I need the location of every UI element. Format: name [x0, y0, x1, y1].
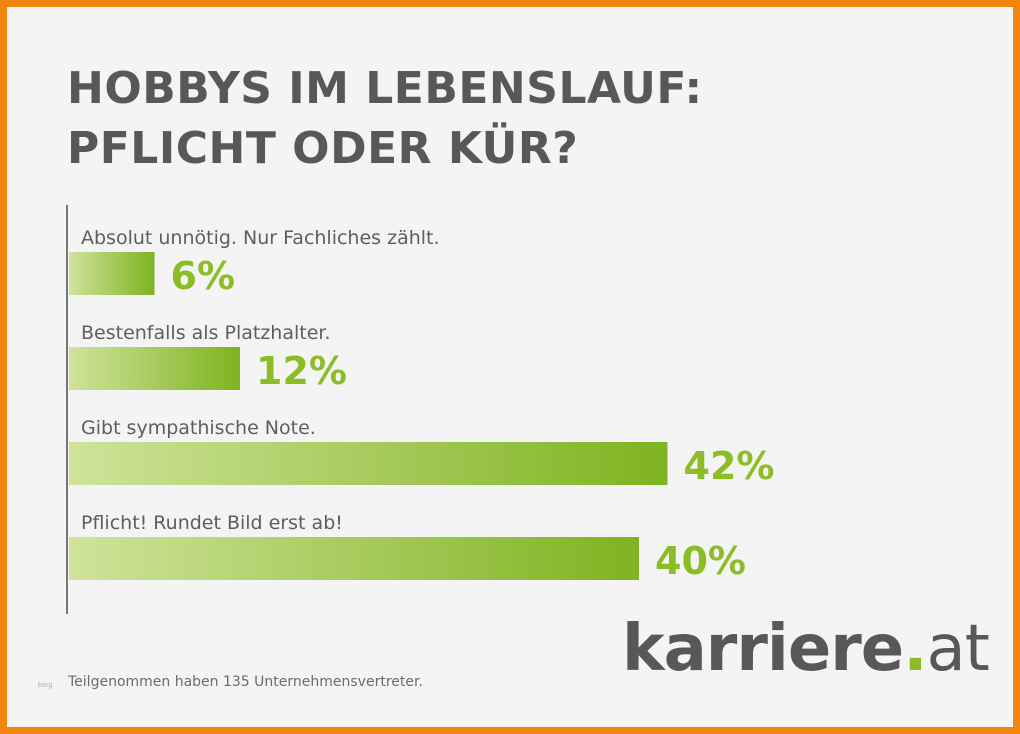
category-label: Bestenfalls als Platzhalter. [81, 322, 331, 344]
bar-value-label: 40% [655, 539, 746, 583]
logo-dot: . [903, 612, 927, 686]
bar [69, 252, 155, 295]
bar-value-label: 42% [684, 444, 775, 488]
bar [69, 347, 240, 390]
category-label: Gibt sympathische Note. [81, 417, 316, 439]
title-line-1: HOBBYS IM LEBENSLAUF: [67, 63, 703, 114]
category-label: Absolut unnötig. Nur Fachliches zählt. [81, 227, 440, 249]
page-title: HOBBYS IM LEBENSLAUF: PFLICHT ODER KÜR? [67, 59, 703, 179]
footnote: Teilgenommen haben 135 Unternehmensvertr… [68, 674, 423, 690]
bar [69, 442, 668, 485]
logo-name: karriere [622, 612, 904, 686]
logo-tld: at [926, 612, 990, 686]
bar-value-label: 6% [171, 254, 236, 298]
karriere-logo: karriere.at [622, 612, 990, 686]
bar-value-label: 12% [256, 349, 347, 393]
bar [69, 537, 639, 580]
category-label: Pflicht! Rundet Bild erst ab! [81, 512, 343, 534]
title-line-2: PFLICHT ODER KÜR? [67, 123, 579, 174]
bars-group: Absolut unnötig. Nur Fachliches zählt. 6%… [69, 227, 774, 583]
source-mark: blog [38, 682, 53, 689]
